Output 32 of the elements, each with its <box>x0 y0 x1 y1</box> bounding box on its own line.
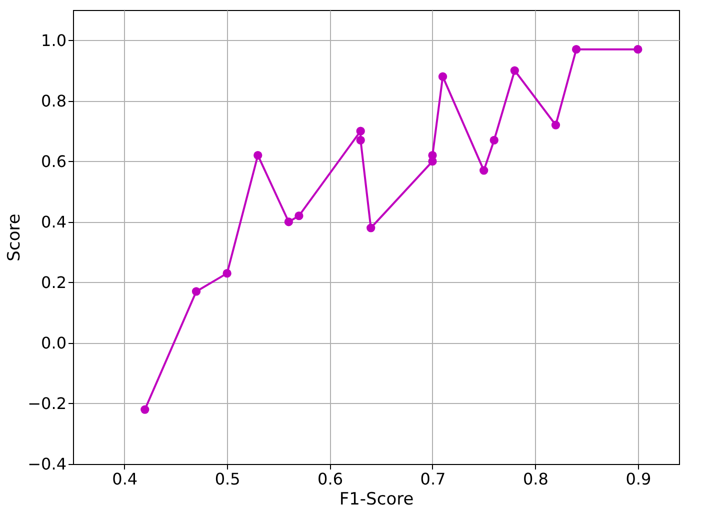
point <box>490 136 498 144</box>
point <box>294 211 304 220</box>
point <box>366 224 376 232</box>
y-tick-label: 1.0 <box>41 30 66 50</box>
point <box>510 66 519 75</box>
x-tick-label: 0.9 <box>626 470 652 488</box>
point <box>140 405 150 414</box>
x-tick-label: 0.6 <box>318 470 344 488</box>
x-axis-title: F1-Score <box>339 490 414 510</box>
y-tick-label: 0.8 <box>41 91 66 110</box>
y-tick-label: 0.6 <box>41 152 66 171</box>
point <box>438 72 448 81</box>
point <box>356 126 365 136</box>
y-axis-title: Score <box>4 214 25 262</box>
y-tick-label: 0.2 <box>41 272 66 292</box>
y-tick-label: −0.4 <box>28 454 66 474</box>
x-tick-label: 0.4 <box>112 470 138 488</box>
y-tick-label: 0.4 <box>41 212 66 232</box>
x-tick-label: 0.7 <box>420 470 446 488</box>
y-tick-label: −0.2 <box>28 394 66 413</box>
x-tick-label: 0.8 <box>522 470 548 488</box>
point <box>254 150 262 160</box>
point <box>551 120 560 130</box>
point <box>192 287 201 296</box>
point <box>634 45 642 54</box>
point <box>572 45 581 54</box>
point <box>356 136 365 144</box>
point <box>222 269 232 278</box>
y-tick-label: 0.0 <box>41 333 66 352</box>
x-tick-label: 0.5 <box>214 470 240 488</box>
point <box>284 218 294 226</box>
point <box>480 166 488 175</box>
